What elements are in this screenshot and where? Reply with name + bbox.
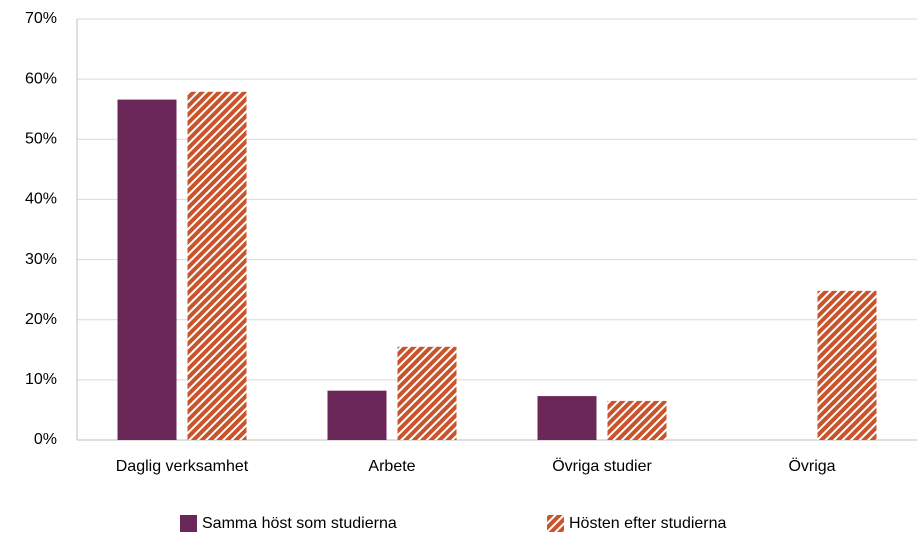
bar	[607, 400, 667, 440]
y-tick-label: 30%	[25, 251, 57, 268]
y-tick-label: 10%	[25, 371, 57, 388]
legend-swatch	[547, 515, 564, 532]
bar	[327, 390, 387, 440]
y-tick-label: 40%	[25, 191, 57, 208]
x-tick-label: Övriga	[788, 457, 835, 475]
x-tick-label: Arbete	[368, 458, 415, 475]
bar	[817, 290, 877, 440]
legend-label: Samma höst som studierna	[202, 515, 397, 532]
bar	[537, 396, 597, 440]
y-tick-label: 20%	[25, 311, 57, 328]
x-tick-label: Daglig verksamhet	[116, 458, 249, 475]
bar	[187, 91, 247, 440]
y-tick-label: 60%	[25, 70, 57, 87]
bar	[397, 346, 457, 440]
x-tick-label: Övriga studier	[552, 457, 652, 475]
bar	[117, 99, 177, 440]
y-tick-label: 50%	[25, 131, 57, 148]
y-tick-label: 70%	[25, 10, 57, 27]
legend-label: Hösten efter studierna	[569, 515, 727, 532]
y-tick-label: 0%	[34, 431, 57, 448]
legend-swatch	[180, 515, 197, 532]
